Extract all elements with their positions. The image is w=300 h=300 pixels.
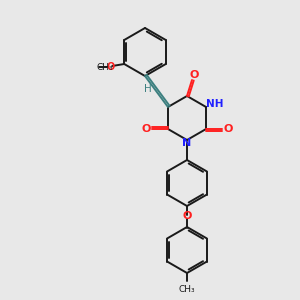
Text: O: O [224,124,233,134]
Text: O: O [141,124,151,134]
Text: CH₃: CH₃ [179,285,195,294]
Text: NH: NH [206,99,224,109]
Text: N: N [182,138,192,148]
Text: CH₃: CH₃ [96,62,113,71]
Text: O: O [106,62,114,72]
Text: O: O [189,70,199,80]
Text: O: O [182,211,192,221]
Text: H: H [144,83,151,94]
